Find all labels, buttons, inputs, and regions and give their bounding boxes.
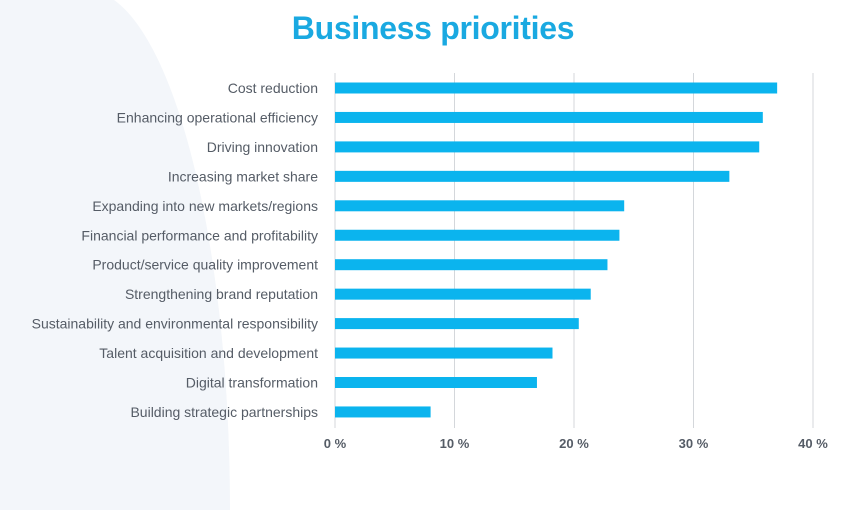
category-label: Increasing market share <box>168 168 318 184</box>
chart-title: Business priorities <box>291 10 575 46</box>
bar <box>335 259 608 271</box>
x-tick-label: 0 % <box>324 436 347 451</box>
bar <box>335 288 591 300</box>
category-label: Enhancing operational efficiency <box>117 109 318 125</box>
category-label: Product/service quality improvement <box>92 257 318 273</box>
category-label: Sustainability and environmental respons… <box>32 316 318 332</box>
bar <box>335 318 579 330</box>
bar <box>335 82 778 94</box>
bar <box>335 170 730 182</box>
bar <box>335 377 537 388</box>
bar <box>335 347 553 359</box>
bar <box>335 111 763 123</box>
bar <box>335 141 760 153</box>
category-label: Talent acquisition and development <box>99 345 318 361</box>
category-label: Expanding into new markets/regions <box>92 198 318 214</box>
bar <box>335 229 620 241</box>
x-tick-label: 30 % <box>679 436 709 451</box>
category-label: Financial performance and profitability <box>81 227 318 243</box>
bar <box>335 406 431 418</box>
x-tick-label: 20 % <box>559 436 589 451</box>
x-tick-label: 10 % <box>440 436 470 451</box>
category-label: Digital transformation <box>186 375 318 391</box>
category-label: Strengthening brand reputation <box>125 286 318 302</box>
category-label: Building strategic partnerships <box>130 404 318 420</box>
bar-chart: 0 % 10 % 20 % 30 % 40 % Cost reduction Enhanci… <box>32 73 828 451</box>
bar <box>335 200 625 212</box>
x-tick-label: 40 % <box>798 436 828 451</box>
category-label: Cost reduction <box>228 80 318 96</box>
category-label: Driving innovation <box>207 139 318 155</box>
